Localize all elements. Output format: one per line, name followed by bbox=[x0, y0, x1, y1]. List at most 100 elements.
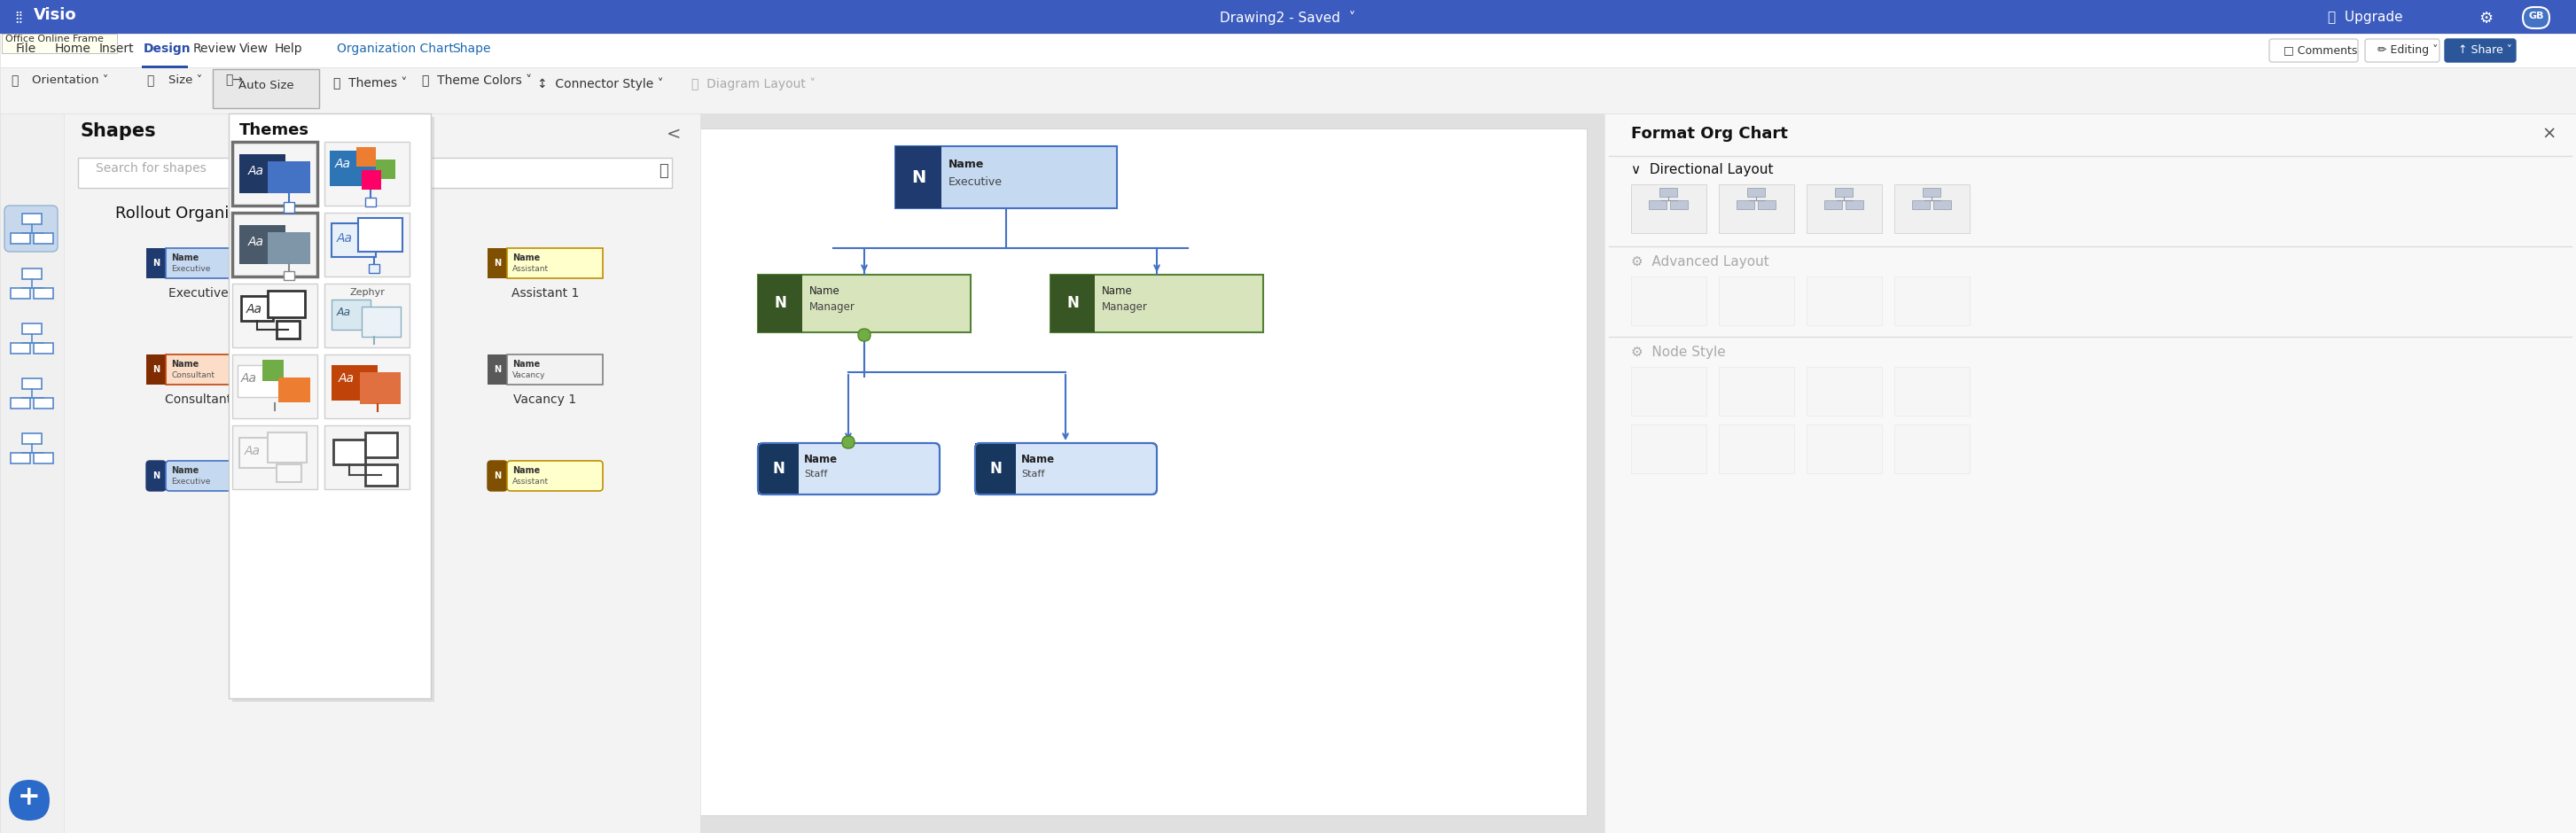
Text: N: N bbox=[495, 365, 500, 374]
Text: ⚙  Node Style: ⚙ Node Style bbox=[1631, 346, 1726, 359]
Text: 📄: 📄 bbox=[147, 74, 155, 87]
Bar bbox=[332, 300, 371, 330]
Text: Name: Name bbox=[513, 466, 541, 475]
Bar bbox=[1718, 184, 1793, 233]
Bar bbox=[232, 283, 317, 347]
Text: N: N bbox=[912, 169, 925, 186]
Bar bbox=[283, 202, 294, 212]
FancyBboxPatch shape bbox=[2445, 39, 2517, 62]
Text: N: N bbox=[989, 461, 1002, 476]
Text: Aa: Aa bbox=[335, 157, 350, 170]
Bar bbox=[332, 440, 366, 464]
Text: Name: Name bbox=[1103, 286, 1133, 297]
Text: ⣿: ⣿ bbox=[15, 11, 23, 22]
Bar bbox=[263, 360, 283, 381]
Text: N: N bbox=[152, 365, 160, 374]
Bar bbox=[268, 232, 309, 264]
Text: Consultant: Consultant bbox=[170, 372, 214, 379]
Bar bbox=[361, 307, 402, 337]
Bar bbox=[10, 233, 31, 244]
Text: Insert: Insert bbox=[100, 42, 134, 55]
Bar bbox=[1806, 277, 1883, 325]
Bar bbox=[1922, 188, 1940, 197]
Text: N: N bbox=[773, 461, 786, 476]
Text: File: File bbox=[15, 42, 36, 55]
Text: Zephyr: Zephyr bbox=[350, 288, 384, 297]
Bar bbox=[240, 438, 276, 468]
FancyBboxPatch shape bbox=[842, 436, 855, 448]
Text: ⚙  Advanced Layout: ⚙ Advanced Layout bbox=[1631, 255, 1770, 268]
Bar bbox=[368, 264, 379, 273]
Text: Organization Chart: Organization Chart bbox=[337, 42, 453, 55]
Bar bbox=[1893, 367, 1971, 416]
Bar bbox=[0, 67, 2576, 113]
Bar bbox=[366, 197, 376, 207]
Text: Executive: Executive bbox=[948, 177, 1002, 188]
Bar bbox=[1806, 184, 1883, 233]
Text: Aa: Aa bbox=[247, 303, 263, 316]
Bar bbox=[33, 233, 54, 244]
Bar bbox=[240, 225, 286, 264]
Bar bbox=[366, 432, 397, 457]
Text: 🎨  Theme Colors ˅: 🎨 Theme Colors ˅ bbox=[422, 74, 533, 87]
Text: Name: Name bbox=[513, 253, 541, 262]
Bar bbox=[1659, 188, 1677, 197]
Bar bbox=[325, 355, 410, 418]
Bar bbox=[10, 398, 31, 408]
Bar bbox=[335, 248, 430, 278]
FancyBboxPatch shape bbox=[2365, 39, 2439, 62]
Bar bbox=[1844, 200, 1862, 209]
Bar bbox=[647, 113, 1605, 833]
Bar bbox=[33, 343, 54, 353]
Bar bbox=[507, 248, 603, 278]
Bar bbox=[757, 275, 801, 332]
Bar bbox=[1605, 113, 2576, 833]
Bar bbox=[976, 443, 1015, 495]
Bar bbox=[1893, 425, 1971, 473]
Bar bbox=[278, 377, 309, 402]
Bar bbox=[232, 212, 317, 277]
Text: Name: Name bbox=[170, 360, 198, 369]
Text: Staff 1: Staff 1 bbox=[353, 393, 392, 406]
Text: 🎨  Themes ˅: 🎨 Themes ˅ bbox=[332, 77, 407, 90]
Text: N: N bbox=[495, 259, 500, 267]
Bar bbox=[1824, 200, 1842, 209]
Text: Name: Name bbox=[170, 466, 198, 475]
Text: Vacancy: Vacancy bbox=[513, 372, 546, 379]
Bar bbox=[10, 288, 31, 299]
Bar bbox=[1631, 367, 1705, 416]
Bar bbox=[64, 195, 701, 824]
Bar bbox=[268, 162, 309, 193]
Bar bbox=[332, 365, 379, 401]
Bar bbox=[896, 147, 940, 208]
Bar bbox=[283, 272, 294, 280]
Bar bbox=[147, 248, 165, 278]
FancyBboxPatch shape bbox=[5, 206, 57, 252]
Text: Help: Help bbox=[276, 42, 304, 55]
Text: Office Online Frame: Office Online Frame bbox=[5, 34, 103, 43]
Text: Executive 1: Executive 1 bbox=[167, 287, 240, 300]
Bar bbox=[335, 355, 430, 385]
Bar bbox=[507, 355, 603, 385]
Bar bbox=[376, 159, 394, 179]
Bar bbox=[165, 355, 263, 385]
Text: Staff: Staff bbox=[804, 470, 827, 478]
Text: N: N bbox=[152, 259, 160, 267]
Bar bbox=[1718, 277, 1793, 325]
Bar bbox=[1669, 200, 1687, 209]
Bar bbox=[1747, 188, 1765, 197]
Bar bbox=[33, 288, 54, 299]
Bar bbox=[1736, 200, 1754, 209]
Text: Aa: Aa bbox=[337, 307, 350, 318]
Bar bbox=[665, 128, 1587, 816]
Text: ×: × bbox=[2543, 126, 2555, 142]
Bar bbox=[242, 296, 273, 321]
Bar bbox=[232, 426, 317, 489]
Text: Name: Name bbox=[340, 253, 368, 262]
Bar bbox=[232, 142, 317, 206]
Bar bbox=[325, 426, 410, 489]
Bar bbox=[1649, 200, 1667, 209]
Text: Home: Home bbox=[54, 42, 90, 55]
Bar bbox=[276, 464, 301, 482]
Text: Manager: Manager bbox=[1103, 302, 1149, 313]
